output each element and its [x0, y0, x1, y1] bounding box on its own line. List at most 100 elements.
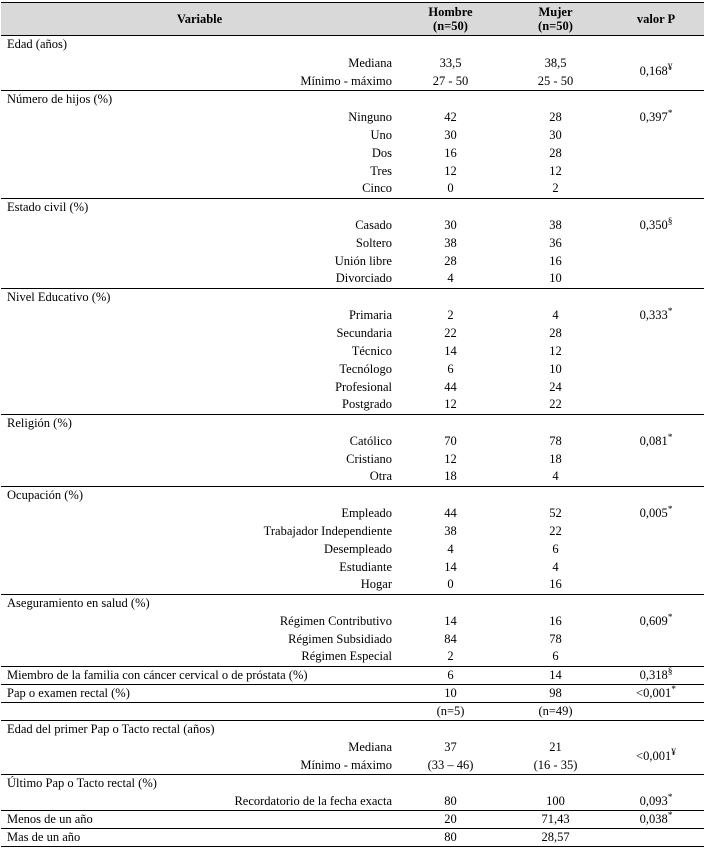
variable-label: Cinco [362, 181, 392, 196]
pvalue-cell: 0,168¥ [639, 62, 673, 78]
mujer-value: 38,5 25 - 50 [503, 54, 608, 91]
pvalue-cell [608, 701, 704, 720]
variable-label: Casado [355, 217, 392, 232]
hombre-value: 6 [398, 665, 503, 684]
hombre-value [398, 413, 503, 432]
sub-row: Cristiano 12 18 [1, 450, 704, 468]
section-title: Estado civil (%) [1, 197, 398, 216]
mujer-value [503, 719, 608, 738]
pvalue-cell [608, 180, 704, 198]
pvalue-cell [608, 630, 704, 648]
variable-label: Mediana Mínimo - máximo [1, 54, 398, 91]
hombre-value [398, 35, 503, 54]
pvalue-cell [608, 162, 704, 180]
pvalue-cell: <0,001¥ [636, 747, 676, 763]
sub-row: Dos 16 28 [1, 144, 704, 162]
mujer-value: 14 [503, 665, 608, 684]
hombre-value: 14 [444, 613, 457, 628]
variable-label: Desempleado [323, 541, 392, 556]
pvalue-cell [608, 468, 704, 486]
section-row: Último Pap o Tacto rectal (%) [1, 774, 704, 793]
header-hombre-label: Hombre [428, 5, 473, 19]
section-row: Aseguramiento en salud (%) [1, 593, 704, 612]
variable-label: Otra [369, 469, 392, 484]
pvalue-cell: 0,318§ [608, 665, 704, 684]
mujer-value [503, 593, 608, 612]
sub-row: Otra 18 4 [1, 468, 704, 486]
pvalue-cell [608, 126, 704, 144]
pvalue-cell: 0,350§ [639, 216, 673, 232]
variable-label: Empleado [341, 505, 392, 520]
sub-row: Ninguno 42 28 0,397* [1, 108, 704, 126]
section-title: Edad (años) [1, 35, 398, 54]
pvalue-cell [608, 270, 704, 288]
pvalue-superscript: * [667, 306, 673, 317]
hombre-value: 38 [444, 523, 457, 538]
sub-row: Régimen Especial 2 6 [1, 648, 704, 666]
pvalue-cell [608, 774, 704, 793]
header-mujer: Mujer (n=50) [503, 2, 608, 36]
variable-label: Ninguno [348, 109, 392, 124]
table-header-row: Variable Hombre (n=50) Mujer (n=50) valo… [1, 2, 704, 36]
pvalue-cell [608, 522, 704, 540]
pvalue-cell [608, 287, 704, 306]
mujer-value: 98 [503, 683, 608, 702]
hombre-value: 33,5 27 - 50 [398, 54, 503, 91]
variable-label: Régimen Especial [301, 649, 392, 664]
hombre-value: 42 [444, 109, 457, 124]
cell-line: 33,5 [439, 55, 462, 70]
sub-row: Postgrado 12 22 [1, 396, 704, 414]
pvalue-cell [608, 719, 704, 738]
hombre-value [398, 719, 503, 738]
pvalue-cell [608, 144, 704, 162]
mujer-value: 28 [549, 145, 562, 160]
hombre-value [398, 485, 503, 504]
header-hombre: Hombre (n=50) [398, 2, 503, 36]
hombre-value: 80 [398, 828, 503, 847]
pvalue-cell [608, 558, 704, 576]
hombre-value: 14 [444, 343, 457, 358]
section-title: Último Pap o Tacto rectal (%) [1, 774, 398, 793]
pvalue-superscript: * [667, 612, 673, 623]
hombre-value: 44 [444, 379, 457, 394]
sub-row: Técnico 14 12 [1, 342, 704, 360]
pvalue-superscript: * [671, 684, 676, 695]
flat-row: Pap o examen rectal (%) 10 98 <0,001* [1, 683, 704, 702]
hombre-value [398, 593, 503, 612]
sub-row: Trabajador Independiente 38 22 [1, 522, 704, 540]
mujer-value: 18 [549, 451, 562, 466]
mujer-value: 100 [546, 793, 565, 808]
sub-row: Recordatorio de la fecha exacta 80 100 0,09… [1, 793, 704, 811]
flat-row: Miembro de la familia con cáncer cervica… [1, 665, 704, 684]
sub-row: Desempleado 4 6 [1, 540, 704, 558]
variable-label: Uno [370, 127, 392, 142]
variable-label: Cristiano [346, 451, 392, 466]
sub-row: Soltero 38 36 [1, 234, 704, 252]
sub-row: Divorciado 4 10 [1, 270, 704, 288]
section-row: Edad del primer Pap o Tacto rectal (años… [1, 719, 704, 738]
sub-row: Católico 70 78 0,081* [1, 432, 704, 450]
hombre-value: 30 [444, 217, 457, 232]
section-title: Nivel Educativo (%) [1, 287, 398, 306]
hombre-value: 20 [398, 810, 503, 829]
mujer-value: 71,43 [503, 810, 608, 829]
pvalue-cell [608, 648, 704, 666]
mujer-value [503, 774, 608, 793]
mujer-value: 52 [549, 505, 562, 520]
cell-line: Mediana [348, 55, 392, 70]
section-title: Número de hijos (%) [1, 89, 398, 108]
pvalue-cell: 0,093* [639, 792, 673, 808]
sub-row: Secundaria 22 28 [1, 324, 704, 342]
pvalue-cell [608, 252, 704, 270]
variable-label: Tres [370, 163, 392, 178]
mujer-value: 4 [552, 469, 559, 484]
hombre-value: 22 [444, 325, 457, 340]
hombre-value: 0 [447, 181, 454, 196]
hombre-value [398, 774, 503, 793]
section-title: Edad del primer Pap o Tacto rectal (años… [1, 719, 398, 738]
pvalue-cell [608, 576, 704, 594]
pvalue-superscript: ¥ [671, 747, 676, 758]
multi-row: Mediana Mínimo - máximo 33,5 27 - 50 38,5 25 … [1, 54, 704, 91]
header-variable: Variable [1, 2, 398, 36]
